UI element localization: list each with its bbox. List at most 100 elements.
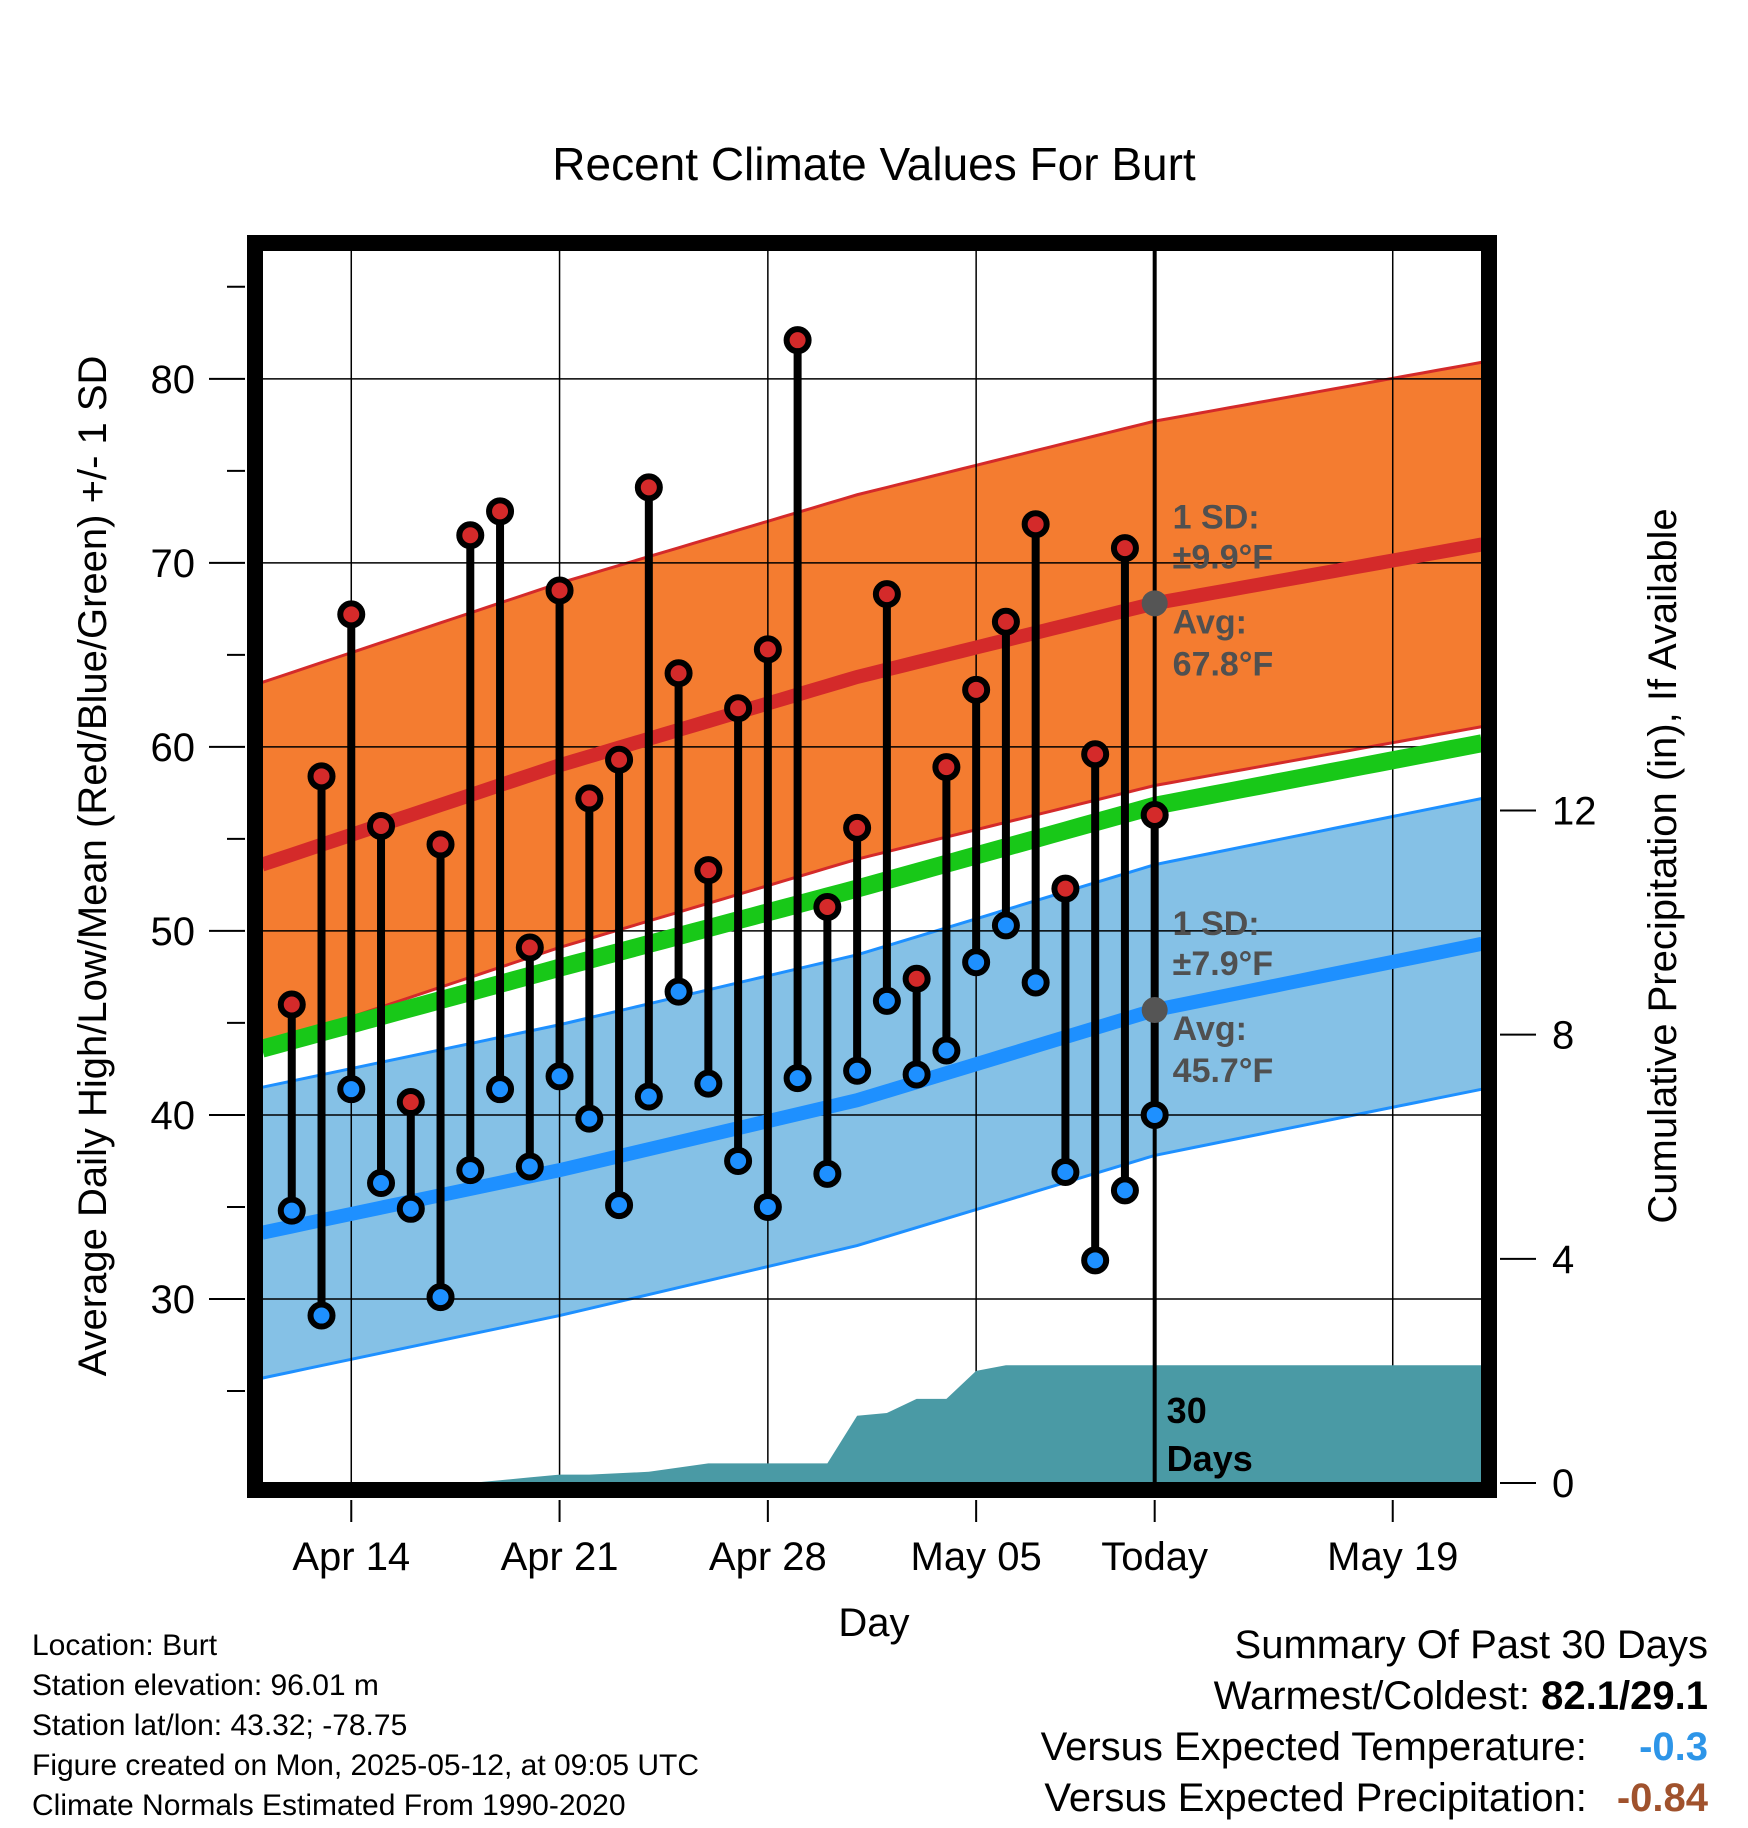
daily-low-point <box>456 1156 485 1185</box>
daily-low-point <box>277 1196 306 1225</box>
period-label-number: 30 <box>1167 1390 1207 1431</box>
plot-border <box>247 235 1497 1498</box>
y-axis-label-right: Cumulative Precipitation (in), If Availa… <box>1641 508 1685 1223</box>
daily-high-point <box>367 812 396 841</box>
y-tick-label-left: 80 <box>151 358 196 402</box>
daily-low-point <box>843 1056 872 1085</box>
daily-high-point <box>783 326 812 355</box>
daily-high-point <box>664 659 693 688</box>
x-tick-label: Apr 28 <box>709 1535 827 1579</box>
daily-low-point <box>1140 1100 1169 1129</box>
station-info: Location: Burt Station elevation: 96.01 … <box>32 1626 832 1826</box>
x-tick-label: Apr 21 <box>501 1535 619 1579</box>
daily-high-point <box>456 521 485 550</box>
climate-bands <box>261 360 1483 1380</box>
daily-high-point <box>1051 874 1080 903</box>
summary-panel: Summary Of Past 30 Days Warmest/Coldest:… <box>808 1620 1708 1824</box>
temp-value: -0.3 <box>1639 1725 1708 1769</box>
daily-high-point <box>694 856 723 885</box>
low-avg-label: Avg: <box>1173 1010 1247 1048</box>
normal-low-band-upper-edge <box>261 796 1483 1089</box>
daily-high-point <box>813 892 842 921</box>
daily-low-point <box>664 977 693 1006</box>
daily-low-point <box>991 911 1020 940</box>
daily-high-point <box>1021 510 1050 539</box>
daily-high-point <box>396 1088 425 1117</box>
y-tick-label-right: 8 <box>1552 1014 1574 1058</box>
latlon-text: Station lat/lon: 43.32; -78.75 <box>32 1709 408 1742</box>
y-tick-label-right: 4 <box>1552 1238 1574 1282</box>
x-tick-label: Apr 14 <box>292 1535 410 1579</box>
daily-high-point <box>753 635 782 664</box>
summary-heading: Summary Of Past 30 Days <box>1234 1623 1708 1667</box>
x-axis-label: Day <box>838 1601 909 1645</box>
daily-low-point <box>753 1192 782 1221</box>
daily-high-point <box>1140 800 1169 829</box>
daily-high-point <box>724 694 753 723</box>
daily-high-point <box>515 933 544 962</box>
x-tick-label: May 19 <box>1327 1535 1458 1579</box>
daily-range-bars <box>277 326 1169 1330</box>
daily-low-point <box>1110 1176 1139 1205</box>
precip-value: -0.84 <box>1616 1776 1708 1820</box>
low-sd-value: ±7.9°F <box>1173 945 1273 983</box>
daily-high-point <box>634 473 663 502</box>
daily-low-point <box>367 1169 396 1198</box>
y-tick-label-left: 40 <box>151 1094 196 1138</box>
high-avg-value: 67.8°F <box>1173 645 1274 683</box>
y-axis-label-left: Average Daily High/Low/Mean (Red/Blue/Gr… <box>71 356 115 1377</box>
daily-high-point <box>902 964 931 993</box>
daily-low-point <box>515 1152 544 1181</box>
normal-low-band-lower-edge <box>261 1087 1483 1380</box>
normal-low-band <box>262 798 1482 1379</box>
x-tick-label: Today <box>1101 1535 1208 1579</box>
normal-high-line <box>259 537 1484 872</box>
axes: 30 40 50 60 70 80 0 4 8 12 Apr 14 Apr 21 Apr 28 May 0… <box>151 285 1597 1579</box>
high-avg-label: Avg: <box>1173 603 1247 641</box>
low-sd-label: 1 SD: <box>1173 905 1260 943</box>
daily-high-point <box>486 497 515 526</box>
daily-low-point <box>486 1075 515 1104</box>
y-tick-label-right: 12 <box>1552 789 1597 833</box>
daily-low-point <box>545 1062 574 1091</box>
daily-low-point <box>307 1301 336 1330</box>
y-tick-label-left: 50 <box>151 910 196 954</box>
x-tick-label: May 05 <box>911 1535 1042 1579</box>
high-sd-label: 1 SD: <box>1173 498 1260 536</box>
normal-lines <box>259 537 1484 1240</box>
daily-low-point <box>783 1064 812 1093</box>
today-high-avg-marker <box>1141 590 1168 617</box>
daily-high-point <box>1081 740 1110 769</box>
daily-low-point <box>396 1194 425 1223</box>
daily-low-point <box>605 1191 634 1220</box>
daily-high-point <box>426 830 455 859</box>
daily-high-point <box>277 990 306 1019</box>
daily-low-point <box>1051 1157 1080 1186</box>
normals-text: Climate Normals Estimated From 1990-2020 <box>32 1789 626 1822</box>
precip-label: Versus Expected Precipitation: <box>1044 1776 1587 1820</box>
period-label-days: Days <box>1167 1438 1253 1479</box>
daily-low-point <box>1021 968 1050 997</box>
daily-low-point <box>724 1146 753 1175</box>
daily-low-point <box>902 1060 931 1089</box>
daily-low-point <box>634 1082 663 1111</box>
y-tick-label-right: 0 <box>1552 1462 1574 1506</box>
warm-cold-value: 82.1/29.1 <box>1541 1674 1708 1718</box>
summary-precip-row: Versus Expected Precipitation: -0.84 <box>808 1773 1708 1824</box>
y-tick-label-left: 60 <box>151 726 196 770</box>
precip-area-fill <box>262 1365 1482 1483</box>
daily-high-point <box>307 762 336 791</box>
warm-cold-label: Warmest/Coldest: <box>1213 1674 1531 1718</box>
normal-mean-line <box>259 734 1484 1058</box>
summary-temp-row: Versus Expected Temperature: -0.3 <box>808 1722 1708 1773</box>
today-low-avg-marker <box>1141 997 1168 1024</box>
y-tick-label-left: 30 <box>151 1278 196 1322</box>
daily-high-point <box>872 580 901 609</box>
temp-label: Versus Expected Temperature: <box>1040 1725 1587 1769</box>
daily-low-point <box>962 948 991 977</box>
created-text: Figure created on Mon, 2025-05-12, at 09… <box>32 1749 700 1782</box>
plot-frame <box>247 235 1497 1498</box>
chart-title: Recent Climate Values For Burt <box>552 138 1196 190</box>
